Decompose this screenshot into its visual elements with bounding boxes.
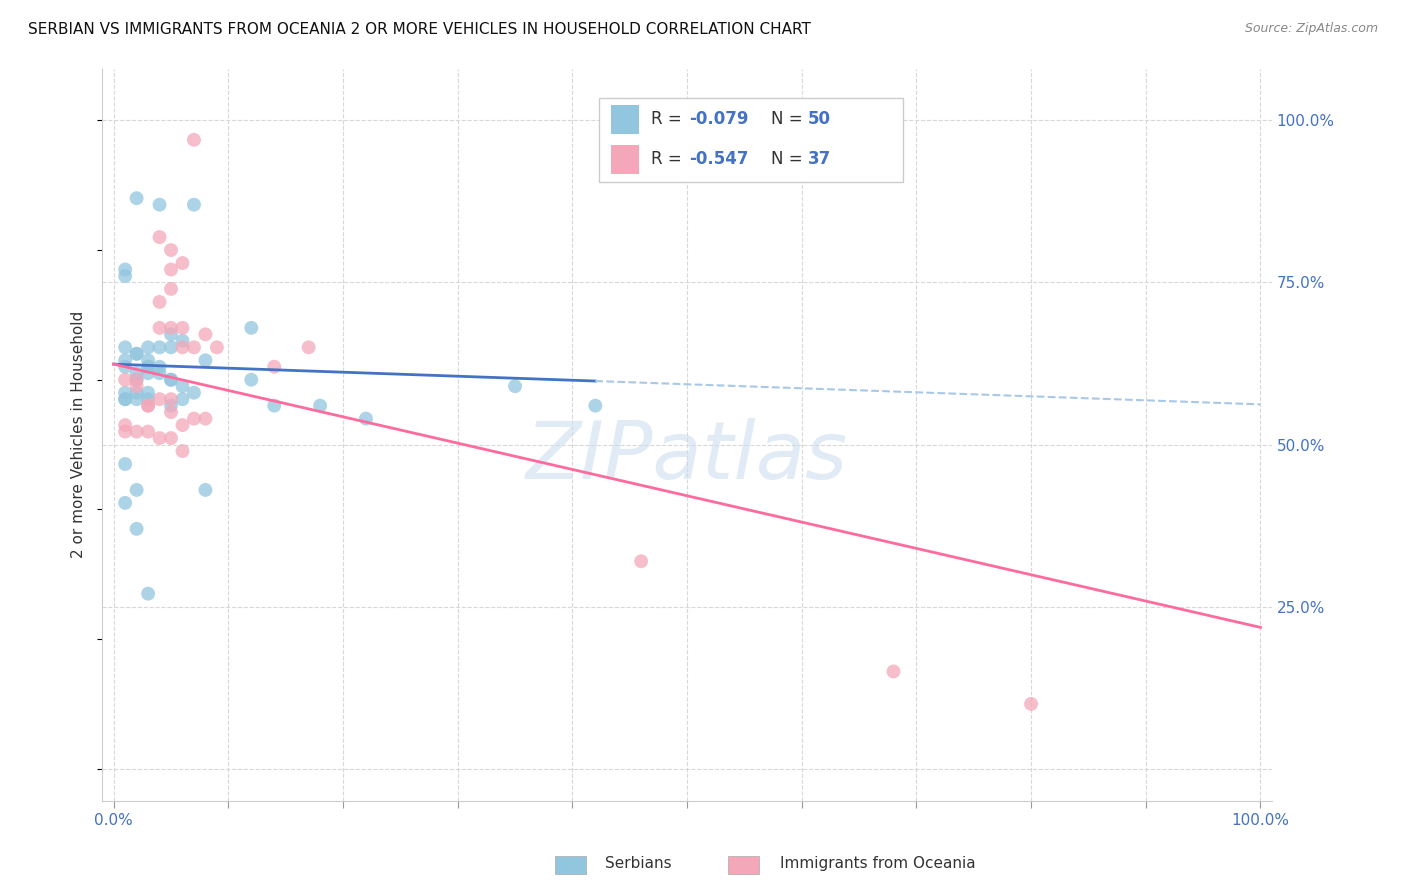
Point — [125, 392, 148, 406]
Point — [172, 340, 194, 354]
Point — [583, 399, 606, 413]
Point — [136, 340, 159, 354]
Point — [148, 340, 170, 354]
Point — [148, 392, 170, 406]
Point — [148, 366, 170, 380]
Point — [148, 197, 170, 211]
Point — [160, 373, 183, 387]
Point — [183, 133, 205, 147]
Point — [183, 411, 205, 425]
Point — [309, 399, 332, 413]
Text: Serbians: Serbians — [605, 856, 671, 871]
Point — [114, 392, 136, 406]
Point — [114, 353, 136, 368]
Text: Source: ZipAtlas.com: Source: ZipAtlas.com — [1244, 22, 1378, 36]
Point — [160, 243, 183, 257]
Point — [114, 457, 136, 471]
Point — [354, 411, 377, 425]
Point — [125, 347, 148, 361]
Point — [172, 444, 194, 458]
Point — [205, 340, 228, 354]
Text: SERBIAN VS IMMIGRANTS FROM OCEANIA 2 OR MORE VEHICLES IN HOUSEHOLD CORRELATION C: SERBIAN VS IMMIGRANTS FROM OCEANIA 2 OR … — [28, 22, 811, 37]
Text: Immigrants from Oceania: Immigrants from Oceania — [780, 856, 976, 871]
Point — [148, 230, 170, 244]
Point — [125, 373, 148, 387]
Text: ZIPatlas: ZIPatlas — [526, 417, 848, 496]
Point — [125, 379, 148, 393]
Point — [194, 353, 217, 368]
Point — [172, 418, 194, 433]
Point — [298, 340, 321, 354]
Point — [136, 399, 159, 413]
Point — [136, 399, 159, 413]
Point — [136, 359, 159, 374]
Point — [172, 321, 194, 335]
Point — [882, 665, 904, 679]
Point — [114, 359, 136, 374]
Point — [172, 334, 194, 348]
Point — [136, 392, 159, 406]
Point — [172, 392, 194, 406]
Point — [114, 385, 136, 400]
Point — [240, 321, 263, 335]
Point — [136, 587, 159, 601]
Point — [194, 483, 217, 497]
Point — [125, 425, 148, 439]
Point — [148, 294, 170, 309]
Point — [136, 366, 159, 380]
Point — [114, 392, 136, 406]
Point — [114, 340, 136, 354]
Point — [136, 425, 159, 439]
Point — [114, 496, 136, 510]
Point — [194, 327, 217, 342]
Point — [160, 321, 183, 335]
Point — [160, 405, 183, 419]
Point — [136, 359, 159, 374]
Point — [160, 399, 183, 413]
Point — [183, 385, 205, 400]
Point — [125, 366, 148, 380]
Point — [125, 522, 148, 536]
Point — [263, 399, 285, 413]
Point — [136, 385, 159, 400]
Point — [240, 373, 263, 387]
Point — [1019, 697, 1042, 711]
Point — [114, 262, 136, 277]
Point — [148, 321, 170, 335]
Point — [263, 359, 285, 374]
Point — [160, 262, 183, 277]
Point — [503, 379, 526, 393]
Point — [630, 554, 652, 568]
Y-axis label: 2 or more Vehicles in Household: 2 or more Vehicles in Household — [72, 311, 86, 558]
Point — [125, 483, 148, 497]
Point — [183, 340, 205, 354]
Point — [172, 379, 194, 393]
Point — [160, 282, 183, 296]
Point — [125, 373, 148, 387]
Point — [160, 373, 183, 387]
Point — [114, 418, 136, 433]
Point — [183, 197, 205, 211]
Point — [114, 373, 136, 387]
Point — [160, 327, 183, 342]
Point — [148, 431, 170, 445]
Point — [125, 347, 148, 361]
Point — [160, 340, 183, 354]
Point — [114, 425, 136, 439]
Point — [160, 392, 183, 406]
Point — [125, 191, 148, 205]
Point — [172, 256, 194, 270]
Point — [160, 431, 183, 445]
Point — [125, 385, 148, 400]
Point — [194, 411, 217, 425]
Point — [114, 268, 136, 283]
Point — [136, 353, 159, 368]
Point — [148, 359, 170, 374]
